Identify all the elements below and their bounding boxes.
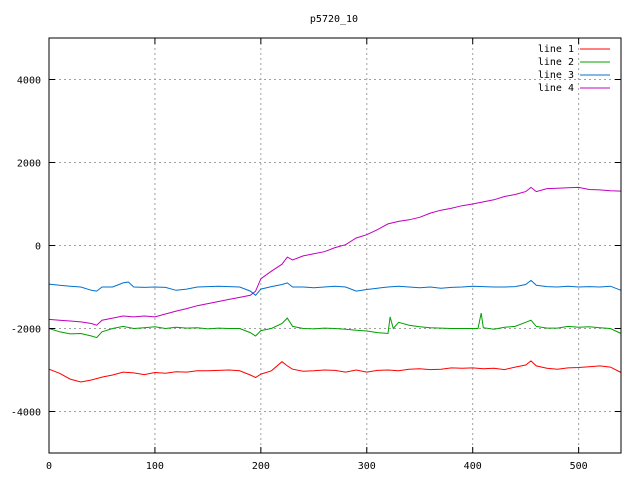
y-tick-label: 2000: [17, 159, 41, 170]
x-tick-label: 500: [570, 461, 588, 472]
axis-ticks: 0 100 200 300 400 500 -4000 -2000 0 2000 4000: [11, 38, 621, 472]
x-tick-label: 100: [146, 461, 164, 472]
series-line-1: [48, 360, 622, 383]
y-tick-label: -4000: [11, 408, 41, 419]
legend-label: line 1: [538, 44, 574, 55]
y-tick-label: 4000: [17, 76, 41, 87]
series-group: [48, 186, 622, 383]
legend: line 1 line 2 line 3 line 4: [538, 44, 610, 94]
y-tick-label: -2000: [11, 325, 41, 336]
series-line-4: [48, 186, 622, 326]
y-tick-label: 0: [35, 242, 41, 253]
series-line-3: [48, 279, 622, 296]
legend-label: line 4: [538, 83, 574, 94]
x-tick-label: 200: [252, 461, 270, 472]
x-tick-label: 300: [358, 461, 376, 472]
x-tick-label: 0: [46, 461, 52, 472]
grid-lines: [48, 38, 621, 453]
series-line-2: [48, 312, 622, 339]
chart-title: p5720_10: [310, 14, 358, 25]
x-tick-label: 400: [464, 461, 482, 472]
legend-label: line 2: [538, 57, 574, 68]
legend-label: line 3: [538, 70, 574, 81]
